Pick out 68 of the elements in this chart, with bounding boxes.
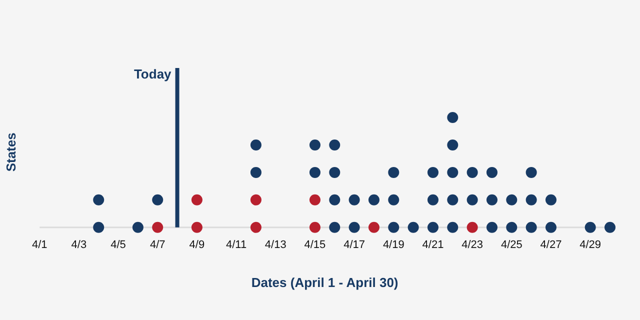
point [309, 194, 320, 206]
point [466, 222, 478, 233]
point [191, 194, 202, 206]
x-tick-label: 4/29 [580, 238, 602, 251]
point [250, 222, 262, 233]
point [329, 139, 340, 150]
point [486, 194, 498, 206]
point [309, 222, 320, 233]
x-tick-label: 4/1 [32, 238, 48, 251]
point [447, 194, 458, 206]
x-tick-label: 4/21 [422, 238, 444, 251]
point [329, 222, 340, 233]
point [486, 166, 498, 178]
point [250, 139, 262, 150]
point [388, 222, 400, 233]
point [93, 194, 104, 206]
x-tick-label: 4/23 [462, 238, 484, 251]
point [427, 194, 438, 206]
x-tick-label: 4/7 [150, 238, 166, 251]
point [152, 222, 164, 233]
point [152, 194, 164, 206]
point [486, 222, 498, 233]
point [604, 222, 616, 233]
ref-line-label: Today [134, 66, 172, 82]
point [408, 222, 419, 233]
point [368, 222, 380, 233]
point [348, 222, 360, 233]
x-tick-label: 4/27 [540, 238, 562, 251]
point [506, 194, 518, 206]
point [329, 194, 340, 206]
point [388, 166, 400, 178]
x-tick-label: 4/17 [344, 238, 366, 251]
point [329, 166, 340, 178]
x-tick-label: 4/5 [110, 238, 126, 251]
point [506, 222, 518, 233]
x-tick-label: 4/3 [71, 238, 87, 251]
point [447, 166, 458, 178]
point [584, 222, 596, 233]
point [447, 222, 458, 233]
x-tick-label: 4/9 [189, 238, 205, 251]
point [526, 166, 537, 178]
x-axis-title: Dates (April 1 - April 30) [251, 274, 398, 290]
point [427, 222, 438, 233]
point [466, 166, 478, 178]
y-axis-title: States [3, 132, 18, 172]
point [545, 194, 556, 206]
point [191, 222, 202, 233]
point [447, 112, 458, 123]
x-tick-label: 4/11 [226, 238, 247, 251]
x-tick-label: 4/25 [500, 238, 522, 251]
x-tick-label: 4/15 [304, 238, 326, 251]
point [132, 222, 144, 233]
point [526, 222, 537, 233]
point [447, 139, 458, 150]
point [388, 194, 400, 206]
point [250, 166, 262, 178]
point [309, 166, 320, 178]
point [309, 139, 320, 150]
point [368, 194, 380, 206]
point [466, 194, 478, 206]
x-tick-label: 4/13 [264, 238, 286, 251]
point [93, 222, 104, 233]
point [348, 194, 360, 206]
point [545, 222, 556, 233]
point [427, 166, 438, 178]
point [250, 194, 262, 206]
x-tick-label: 4/19 [382, 238, 404, 251]
point [526, 194, 537, 206]
